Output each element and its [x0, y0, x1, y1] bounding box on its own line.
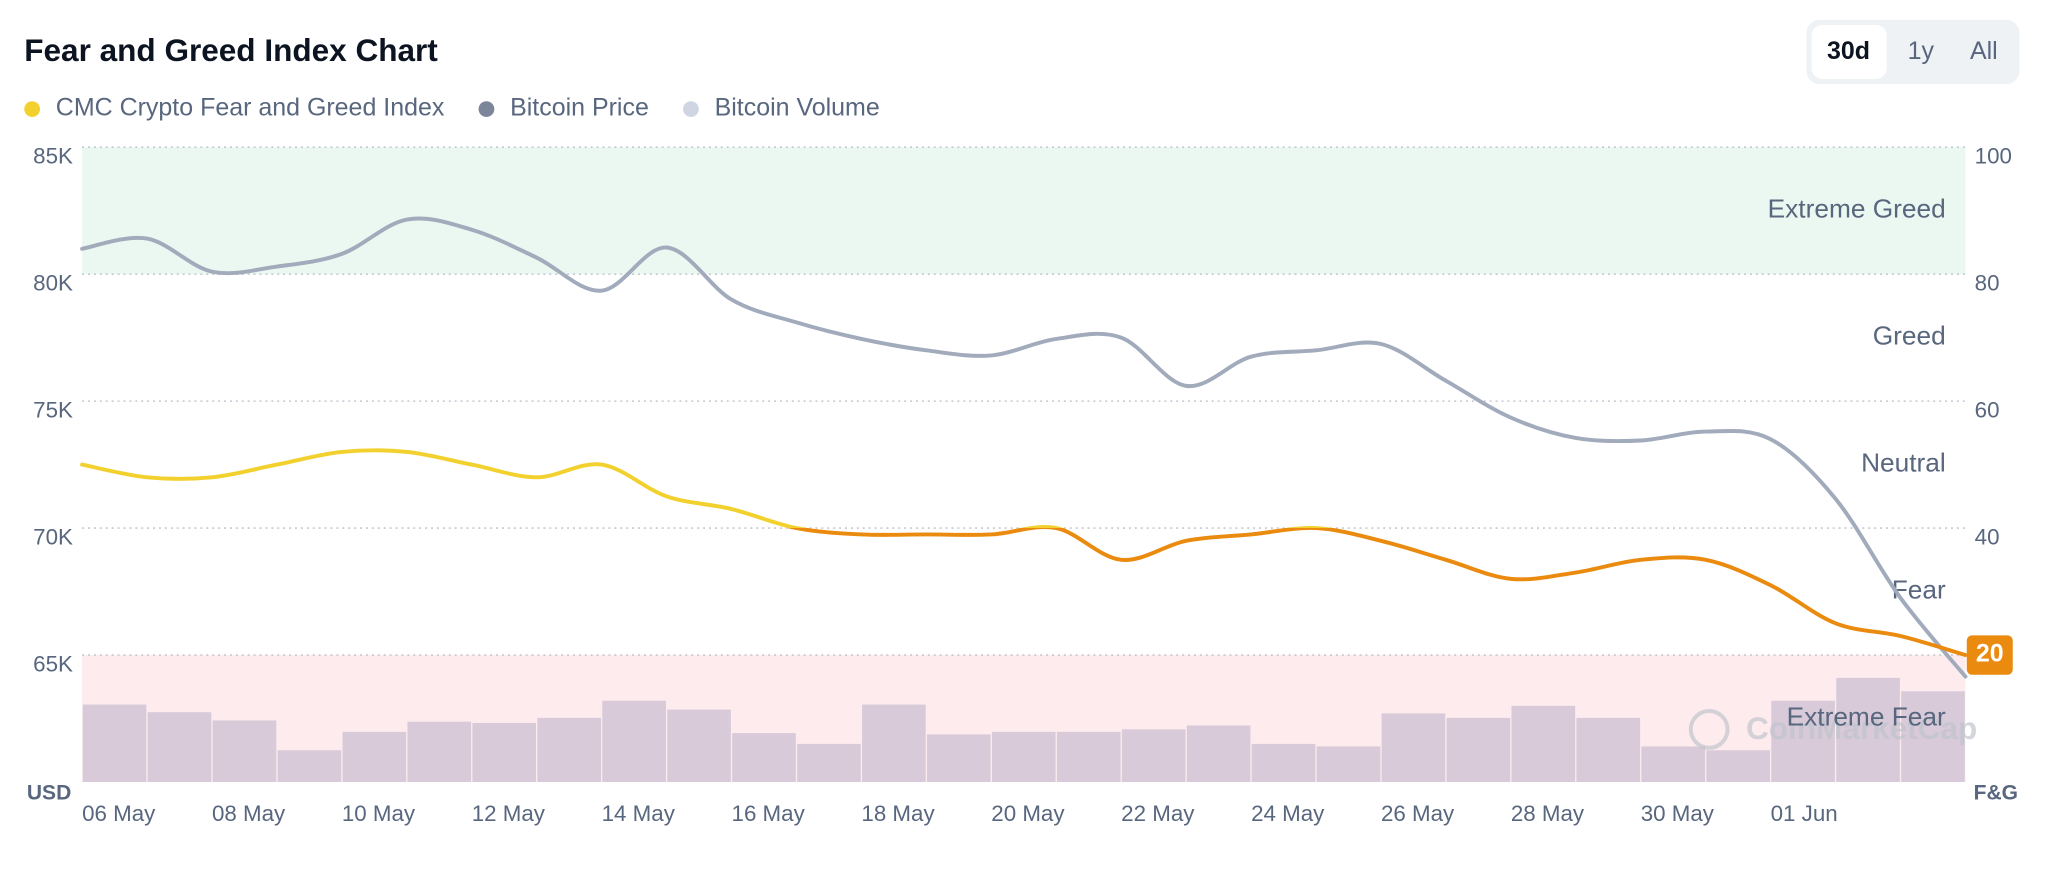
volume-bar	[82, 704, 147, 782]
x-tick-label: 30 May	[1641, 801, 1715, 826]
volume-bar	[602, 700, 666, 782]
volume-bar	[797, 743, 861, 782]
chart-title: Fear and Greed Index Chart	[24, 32, 438, 68]
volume-bar	[1381, 713, 1446, 782]
volume-bar	[667, 709, 731, 782]
x-tick-label: 12 May	[472, 801, 546, 826]
legend-dot	[683, 101, 699, 117]
x-tick-label: 14 May	[602, 801, 676, 826]
x-tick-label: 06 May	[82, 801, 156, 826]
volume-bar	[1901, 691, 1965, 782]
last-value-badge	[1966, 635, 2013, 675]
legend-dot	[478, 101, 495, 117]
y2-unit: F&G	[1974, 781, 2018, 804]
last-value-label: 20	[1976, 640, 2004, 668]
x-tick-label: 16 May	[732, 801, 806, 826]
legend-label: CMC Crypto Fear and Greed Index	[56, 94, 445, 122]
y-tick-label: 70K	[33, 525, 73, 550]
range-button-selected[interactable]	[1811, 24, 1887, 79]
volume-bar	[1251, 743, 1316, 782]
volume-bar	[1186, 725, 1251, 782]
y-tick-label: 80K	[33, 271, 73, 296]
y-tick-label: 65K	[33, 651, 73, 676]
volume-bar	[537, 717, 601, 782]
volume-bar	[212, 720, 277, 782]
x-tick-label: 10 May	[342, 801, 416, 826]
volume-bar	[407, 721, 472, 782]
x-tick-label: 20 May	[991, 801, 1065, 826]
x-tick-label: 24 May	[1251, 801, 1325, 826]
volume-bar	[862, 704, 926, 782]
volume-bar	[342, 731, 407, 782]
y2-tick-label: 80	[1975, 271, 2000, 296]
volume-bar	[927, 734, 991, 782]
zone-label: Greed	[1873, 321, 1946, 351]
x-tick-label: 18 May	[861, 801, 935, 826]
x-tick-label: 22 May	[1121, 801, 1195, 826]
y2-tick-label: 60	[1975, 398, 2000, 423]
fear-greed-line	[80, 448, 1968, 658]
watermark-logo	[1688, 709, 1730, 750]
x-tick-label: 01 Jun	[1771, 801, 1838, 826]
volume-bar	[991, 731, 1056, 782]
x-tick-label: 08 May	[212, 801, 286, 826]
price-line	[80, 216, 1968, 679]
watermark: CoinMarketCap	[1746, 710, 1977, 746]
volume-bar	[147, 712, 212, 782]
volume-bar	[1641, 746, 1706, 782]
x-tick-label: 28 May	[1511, 801, 1585, 826]
y-unit: USD	[27, 781, 71, 804]
volume-bar	[1316, 746, 1381, 782]
volume-bars	[82, 677, 1965, 782]
y2-tick-label: 100	[1975, 144, 2012, 169]
volume-bar	[1706, 750, 1770, 782]
volume-bar	[732, 733, 796, 782]
range-button[interactable]: 1y	[1908, 37, 1935, 65]
volume-bar	[1056, 731, 1121, 782]
range-button[interactable]: All	[1970, 37, 1998, 65]
volume-bar	[1511, 705, 1576, 782]
volume-bar	[1771, 700, 1835, 782]
zone-label: Extreme Fear	[1787, 701, 1946, 731]
y2-tick-label: 40	[1975, 525, 2000, 550]
y-tick-label: 75K	[33, 398, 73, 423]
volume-bar	[1836, 677, 1900, 782]
zone-label: Neutral	[1861, 448, 1946, 478]
volume-bar	[1576, 717, 1641, 782]
volume-bar	[1446, 717, 1511, 782]
volume-bar	[472, 722, 537, 782]
legend-dot	[24, 101, 41, 117]
legend-label: Bitcoin Price	[510, 94, 649, 122]
volume-bar	[277, 750, 342, 782]
zone-band	[82, 147, 1966, 275]
y-tick-label: 85K	[33, 144, 73, 169]
volume-bar	[1121, 729, 1186, 782]
legend-label: Bitcoin Volume	[715, 94, 880, 122]
range-button[interactable]: 30d	[1827, 37, 1870, 65]
x-tick-label: 26 May	[1381, 801, 1455, 826]
zone-label: Extreme Greed	[1768, 194, 1946, 224]
